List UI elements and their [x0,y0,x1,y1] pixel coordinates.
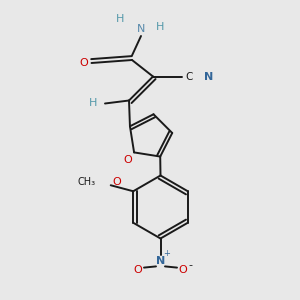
Text: O: O [112,177,121,187]
Text: +: + [163,249,170,258]
Text: CH₃: CH₃ [78,177,96,187]
Text: O: O [124,155,133,165]
Text: N: N [156,256,165,266]
Text: N: N [204,71,213,82]
Text: C: C [185,71,193,82]
Text: H: H [89,98,97,109]
Text: H: H [156,22,165,32]
Text: O: O [178,265,188,275]
Text: O: O [134,265,142,275]
Text: H: H [116,14,124,25]
Text: O: O [80,58,88,68]
Text: -: - [188,260,193,271]
Text: N: N [137,23,145,34]
